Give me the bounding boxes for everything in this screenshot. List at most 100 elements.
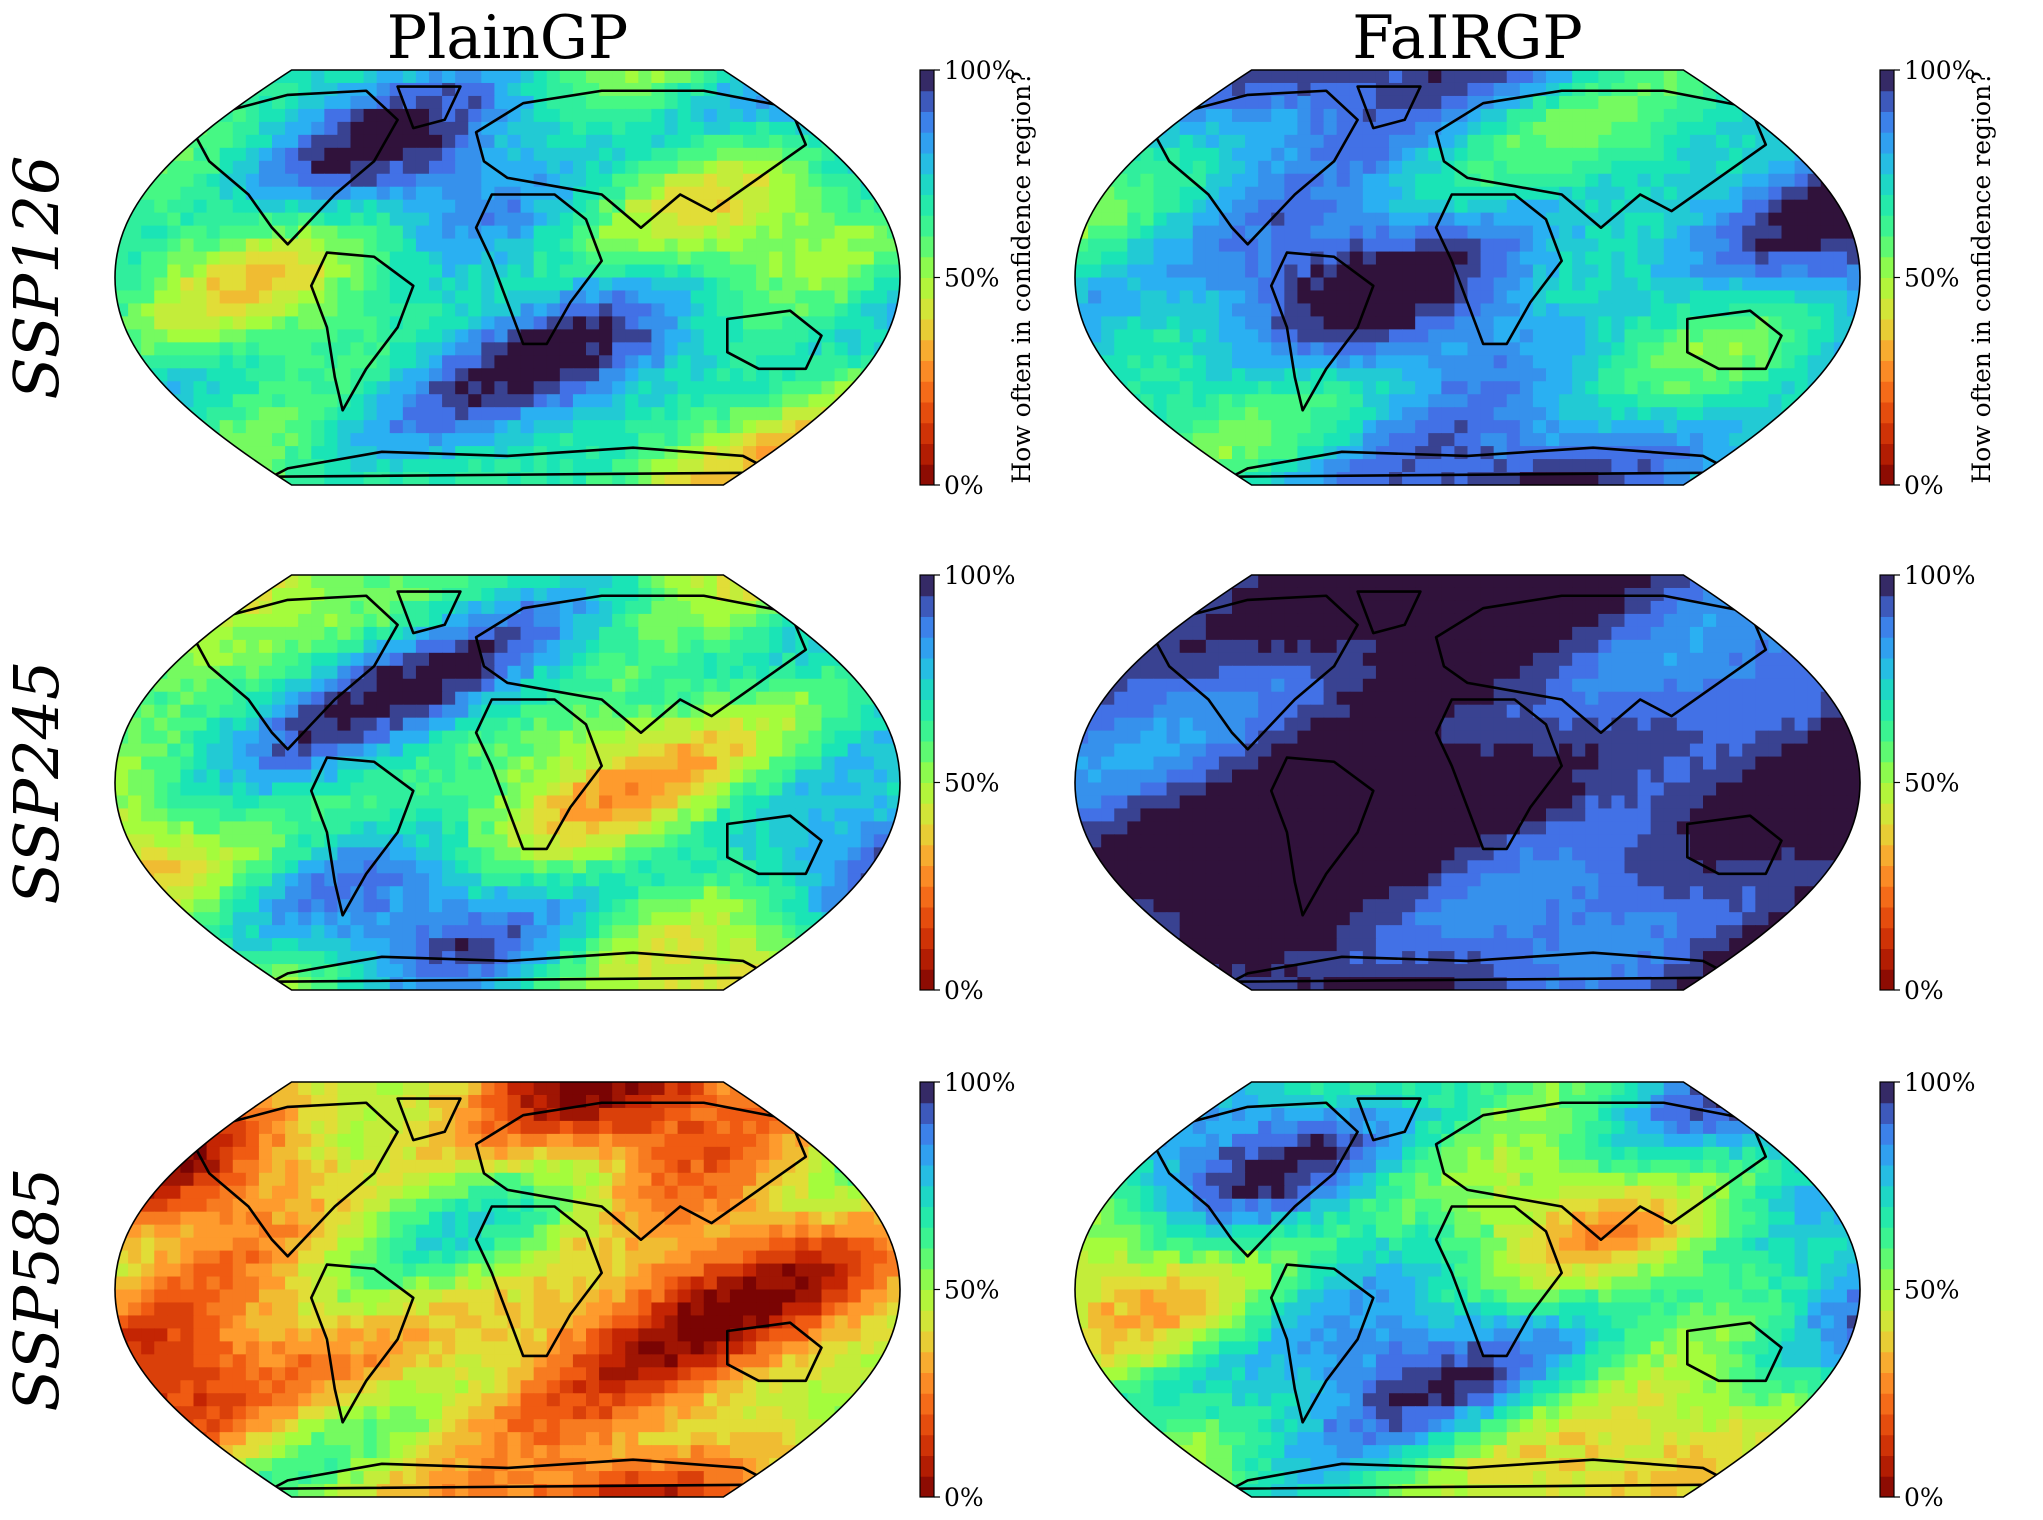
coverage-cell <box>1192 225 1207 240</box>
coverage-cell <box>1637 303 1652 318</box>
coverage-cell <box>1441 329 1456 343</box>
coverage-cell <box>612 160 626 175</box>
coverage-cell <box>651 665 666 680</box>
coverage-cell <box>193 665 208 680</box>
coastline <box>1434 193 1563 346</box>
coverage-cell <box>572 639 587 654</box>
coverage-cell <box>1166 264 1181 279</box>
coverage-cell <box>533 769 548 784</box>
coverage-cell <box>455 795 469 810</box>
coverage-cell <box>115 134 129 149</box>
coverage-cell <box>1689 238 1704 253</box>
coverage-cell <box>468 459 482 473</box>
coverage-cell <box>1402 316 1416 330</box>
coverage-cell <box>599 290 613 305</box>
coverage-cell <box>1258 368 1272 382</box>
coverage-cell <box>873 459 888 473</box>
coverage-cell <box>468 186 482 201</box>
coverage-cell <box>1362 212 1377 227</box>
coverage-cell <box>533 600 548 615</box>
coverage-cell <box>533 795 548 810</box>
coverage-cell <box>376 381 391 395</box>
coverage-cell <box>1375 394 1390 408</box>
coverage-cell <box>690 407 705 421</box>
coverage-cell <box>1402 251 1416 266</box>
coverage-cell <box>546 121 561 136</box>
coverage-cell <box>651 639 666 654</box>
coverage-cell <box>795 600 810 615</box>
coverage-cell <box>1846 277 1860 292</box>
coverage-cell <box>782 225 796 240</box>
coverage-cell <box>1232 355 1246 369</box>
coverage-cell <box>1454 212 1469 227</box>
coverage-cell <box>1192 290 1207 305</box>
coverage-cell <box>664 704 679 719</box>
coverage-cell <box>808 303 823 318</box>
coverage-cell <box>559 238 574 253</box>
coverage-cell <box>455 420 469 434</box>
coverage-cell <box>350 121 365 136</box>
coverage-cell <box>1663 121 1678 136</box>
coverage-cell <box>1166 147 1181 162</box>
coverage-cell <box>834 730 849 745</box>
coverage-cell <box>363 639 378 654</box>
coverage-cell <box>1271 368 1285 382</box>
coverage-cell <box>1284 82 1299 97</box>
coverage-cell <box>847 704 862 719</box>
coverage-cell <box>1179 199 1194 214</box>
coverage-cell <box>664 290 679 305</box>
coverage-cell <box>1297 355 1312 369</box>
coverage-cell <box>376 173 391 188</box>
coverage-cell <box>415 782 430 797</box>
coverage-cell <box>141 368 155 382</box>
coverage-cell <box>1140 342 1155 356</box>
coverage-cell <box>559 277 574 292</box>
coverage-cell <box>1572 225 1586 240</box>
coverage-cell <box>415 472 430 485</box>
coverage-cell <box>245 652 260 667</box>
coverage-cell <box>1088 251 1102 266</box>
coverage-cell <box>376 82 391 97</box>
coverage-cell <box>1663 186 1678 201</box>
coverage-cell <box>285 134 299 149</box>
coverage-cell <box>612 186 626 201</box>
coverage-cell <box>520 704 535 719</box>
coverage-cell <box>1519 199 1534 214</box>
coverage-cell <box>651 251 666 266</box>
coverage-cell <box>455 329 469 343</box>
coverage-cell <box>272 108 286 123</box>
coverage-cell <box>180 795 195 810</box>
coverage-cell <box>154 704 168 719</box>
coverage-cell <box>1205 225 1220 240</box>
coverage-cell <box>206 82 221 97</box>
coverage-cell <box>743 678 757 693</box>
coverage-cell <box>795 160 810 175</box>
coverage-cell <box>1271 212 1285 227</box>
coverage-cell <box>1532 264 1547 279</box>
coverage-cell <box>1519 95 1534 110</box>
coverage-cell <box>1598 394 1613 408</box>
coverage-cell <box>782 587 796 602</box>
coverage-cell <box>115 756 129 771</box>
coverage-cell <box>1611 173 1626 188</box>
coverage-cell <box>206 160 221 175</box>
coverage-cell <box>232 795 247 810</box>
coverage-cell <box>756 743 770 758</box>
coverage-cell <box>599 147 613 162</box>
coverage-cell <box>886 575 900 589</box>
coverage-cell <box>154 225 168 240</box>
coverage-cell <box>559 251 574 266</box>
coverage-cell <box>847 446 862 460</box>
coverage-cell <box>232 277 247 292</box>
coverage-cell <box>729 407 744 421</box>
coverage-cell <box>873 743 888 758</box>
coverage-cell <box>363 407 378 421</box>
coverage-cell <box>886 587 900 602</box>
coverage-cell <box>1088 381 1102 395</box>
coverage-cell <box>1375 173 1390 188</box>
coverage-cell <box>141 795 155 810</box>
coverage-cell <box>612 756 626 771</box>
coverage-cell <box>756 225 770 240</box>
coverage-cell <box>141 95 155 110</box>
